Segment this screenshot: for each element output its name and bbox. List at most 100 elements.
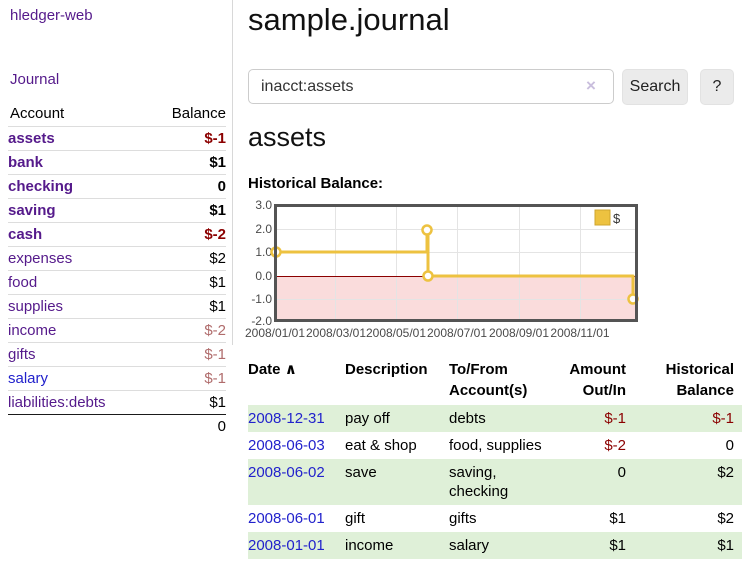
accounts-table-header: Account Balance <box>8 102 226 127</box>
transaction-amount: $-1 <box>604 410 626 427</box>
register-row[interactable]: 2008-01-01 income salary $1 $1 <box>248 532 742 559</box>
account-link-cash[interactable]: cash <box>8 226 43 243</box>
account-link-gifts[interactable]: gifts <box>8 346 36 363</box>
register-row[interactable]: 2008-12-31 pay off debts $-1 $-1 <box>248 405 742 432</box>
col-date-label: Date <box>248 361 281 378</box>
transaction-balance: $2 <box>717 510 734 527</box>
account-balance: $-1 <box>146 366 226 391</box>
accounts-col-balance: Balance <box>171 105 226 122</box>
col-amount-line2: Out/In <box>582 382 626 399</box>
y-tick: -2.0 <box>251 314 272 328</box>
transaction-amount: $-2 <box>604 437 626 454</box>
y-tick: 0.0 <box>255 269 272 283</box>
transaction-description: pay off <box>345 410 390 427</box>
x-tick: 2008/03/01 <box>305 326 367 340</box>
account-row: income $-2 <box>8 318 226 343</box>
y-tick: 2.0 <box>255 222 272 236</box>
col-accounts-line1: To/From <box>449 361 508 378</box>
account-balance: 0 <box>146 174 226 199</box>
transaction-amount: $1 <box>609 510 626 527</box>
help-button[interactable]: ? <box>700 69 734 105</box>
account-balance: $2 <box>146 246 226 271</box>
negative-region <box>276 277 635 320</box>
x-tick: 2008/11/01 <box>550 326 610 340</box>
account-balance: $1 <box>146 294 226 319</box>
legend-swatch <box>594 209 611 226</box>
account-row: cash $-2 <box>8 222 226 247</box>
sidebar-item-journal[interactable]: Journal <box>10 71 60 88</box>
app-brand-link[interactable]: hledger-web <box>10 7 93 24</box>
accounts-total-value: 0 <box>146 414 226 438</box>
chart-title: Historical Balance: <box>248 175 384 192</box>
search-form: × Search ? <box>248 69 742 105</box>
transaction-accounts: salary <box>449 537 490 554</box>
transaction-balance: $-1 <box>712 410 734 427</box>
x-tick: 2008/07/01 <box>426 326 488 340</box>
account-link-salary[interactable]: salary <box>8 370 49 387</box>
sidebar-divider <box>232 0 233 345</box>
account-link-food[interactable]: food <box>8 274 38 291</box>
account-row: assets $-1 <box>8 126 226 151</box>
sort-asc-icon: ∧ <box>284 361 297 378</box>
account-row: saving $1 <box>8 198 226 223</box>
accounts-total-row: 0 <box>8 414 226 438</box>
account-link-expenses[interactable]: expenses <box>8 250 73 267</box>
page-title: sample.journal <box>248 2 450 37</box>
register-row[interactable]: 2008-06-03 eat & shop food, supplies $-2… <box>248 432 742 459</box>
account-link-assets[interactable]: assets <box>8 130 55 147</box>
account-balance: $1 <box>146 198 226 223</box>
transaction-description: eat & shop <box>345 437 417 454</box>
search-input[interactable] <box>248 69 614 104</box>
col-accounts: To/From Account(s) <box>449 357 557 405</box>
clear-search-icon[interactable]: × <box>586 76 596 95</box>
account-balance: $-2 <box>146 222 226 247</box>
transaction-amount: 0 <box>617 464 626 481</box>
register-row[interactable]: 2008-06-02 save saving, checking 0 $2 <box>248 459 742 505</box>
account-balance: $1 <box>146 270 226 295</box>
account-link-income[interactable]: income <box>8 322 57 339</box>
register-header-row: Date ∧ Description To/From Account(s) Am… <box>248 357 742 405</box>
y-tick: 1.0 <box>255 245 272 259</box>
transaction-date-link[interactable]: 2008-06-02 <box>248 464 325 481</box>
account-balance: $-1 <box>146 126 226 151</box>
account-row: supplies $1 <box>8 294 226 319</box>
account-link-bank[interactable]: bank <box>8 154 44 171</box>
col-balance-line1: Historical <box>665 361 734 378</box>
account-row: gifts $-1 <box>8 342 226 367</box>
account-row: expenses $2 <box>8 246 226 271</box>
col-amount-line1: Amount <box>569 361 626 378</box>
col-date[interactable]: Date ∧ <box>248 357 345 405</box>
account-link-supplies[interactable]: supplies <box>8 298 64 315</box>
account-row: food $1 <box>8 270 226 295</box>
transaction-balance: 0 <box>725 437 734 454</box>
account-balance: $-1 <box>146 342 226 367</box>
transaction-date-link[interactable]: 2008-06-03 <box>248 437 325 454</box>
accounts-col-account: Account <box>10 105 65 122</box>
col-balance: Historical Balance <box>634 357 742 405</box>
col-accounts-line2: Account(s) <box>449 382 528 399</box>
account-heading: assets <box>248 122 327 152</box>
account-row: checking 0 <box>8 174 226 199</box>
x-tick: 2008/05/01 <box>365 326 427 340</box>
transaction-date-link[interactable]: 2008-01-01 <box>248 537 325 554</box>
x-tick: 2008/01/01 <box>244 326 306 340</box>
register-row[interactable]: 2008-06-01 gift gifts $1 $2 <box>248 505 742 532</box>
transaction-date-link[interactable]: 2008-06-01 <box>248 510 325 527</box>
y-tick: 3.0 <box>255 198 272 212</box>
account-link-liabilities-debts[interactable]: liabilities:debts <box>8 394 106 411</box>
accounts-table: Account Balance assets $-1 bank $1 check… <box>8 102 226 438</box>
col-amount: Amount Out/In <box>557 357 634 405</box>
account-link-checking[interactable]: checking <box>8 178 74 195</box>
historical-balance-chart: 3.0 2.0 1.0 0.0 -1.0 -2.0 <box>245 198 742 349</box>
col-description: Description <box>345 361 428 378</box>
transaction-description: gift <box>345 510 366 527</box>
transaction-accounts: gifts <box>449 510 477 527</box>
account-balance: $1 <box>146 390 226 415</box>
transaction-date-link[interactable]: 2008-12-31 <box>248 410 325 427</box>
plot-border <box>274 204 638 322</box>
transaction-accounts: debts <box>449 410 486 427</box>
search-button[interactable]: Search <box>622 69 688 105</box>
y-tick: -1.0 <box>251 292 272 306</box>
account-link-saving[interactable]: saving <box>8 202 56 219</box>
transaction-accounts: saving, checking <box>449 464 509 500</box>
